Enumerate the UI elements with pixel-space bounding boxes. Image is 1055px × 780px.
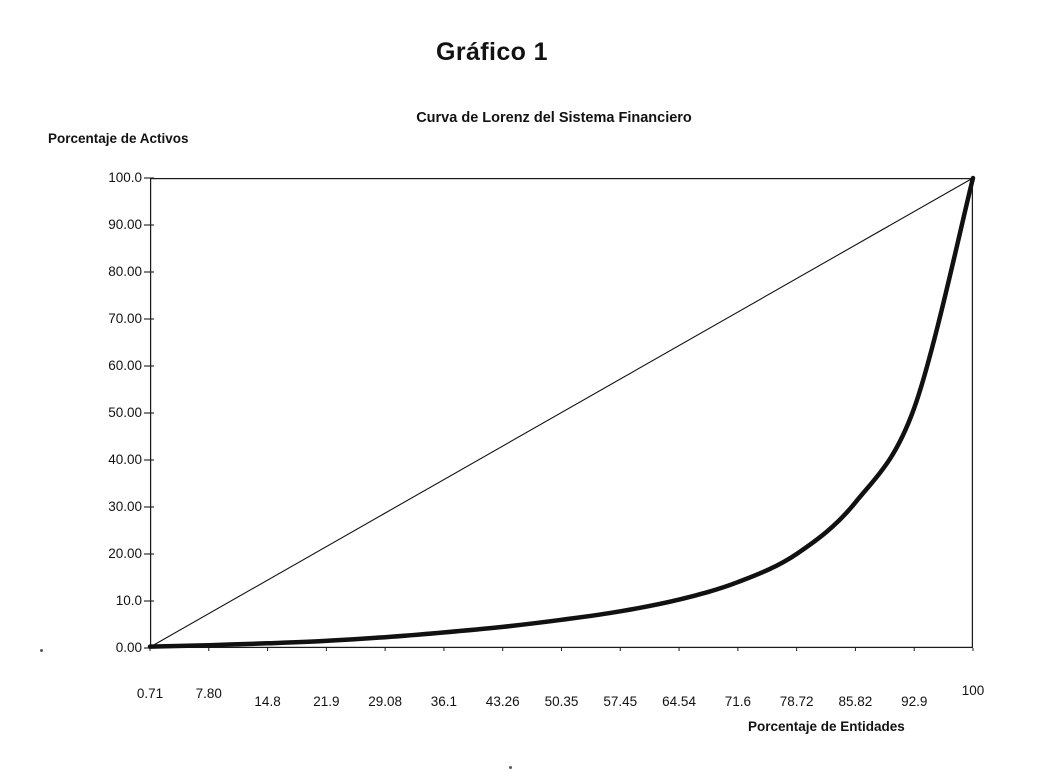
x-tick-label: 57.45 [603,694,638,709]
x-axis-tick-labels: 0.71 7.80 14.8 21.9 29.08 36.1 43.26 50.35 57.45… [137,683,984,712]
x-tick-label: 64.54 [662,694,696,709]
y-tick-label: 90.00 [108,217,142,232]
x-tick-label: 85.82 [838,694,873,709]
y-tick-label: 80.00 [108,264,142,279]
page-title: Gráfico 1 [436,38,548,66]
equality-line [149,177,974,648]
y-axis-tick-labels: 100.0 90.00 80.00 70.00 60.00 50.00 40.00 30.00… [86,170,142,655]
y-tick-label: 40.00 [108,452,142,467]
y-axis-title: Porcentaje de Activos [48,131,189,146]
y-tick-label: 20.00 [108,546,142,561]
scan-speck [40,649,43,652]
x-axis-title: Porcentaje de Entidades [748,719,905,734]
x-tick-label: 78.72 [779,694,814,709]
scan-speck [509,766,512,769]
x-tick-label: 14.8 [254,694,281,709]
y-tick-label: 100.0 [108,170,142,185]
y-tick-label: 70.00 [108,311,142,326]
plot-area [144,175,976,651]
y-tick-label: 0.00 [115,640,142,655]
x-tick-label: 43.26 [485,694,520,709]
x-tick-label: 100 [961,683,985,698]
y-tick-label: 10.0 [115,593,142,608]
x-tick-label: 92.9 [901,694,928,709]
x-tick-label: 29.08 [368,694,403,709]
y-tick-label: 50.00 [108,405,142,420]
x-tick-label: 71.6 [724,694,751,709]
x-tick-label: 36.1 [430,694,458,709]
plot-area-svg [144,175,976,651]
x-tick-label: 50.35 [544,694,579,709]
x-tick-label: 0.71 [136,686,164,701]
x-tick-label: 7.80 [195,686,222,701]
y-tick-label: 60.00 [108,358,142,373]
chart-subtitle: Curva de Lorenz del Sistema Financiero [416,110,692,126]
y-tick-label: 30.00 [108,499,142,514]
lorenz-curve [147,175,976,649]
x-tick-label: 21.9 [313,694,340,709]
